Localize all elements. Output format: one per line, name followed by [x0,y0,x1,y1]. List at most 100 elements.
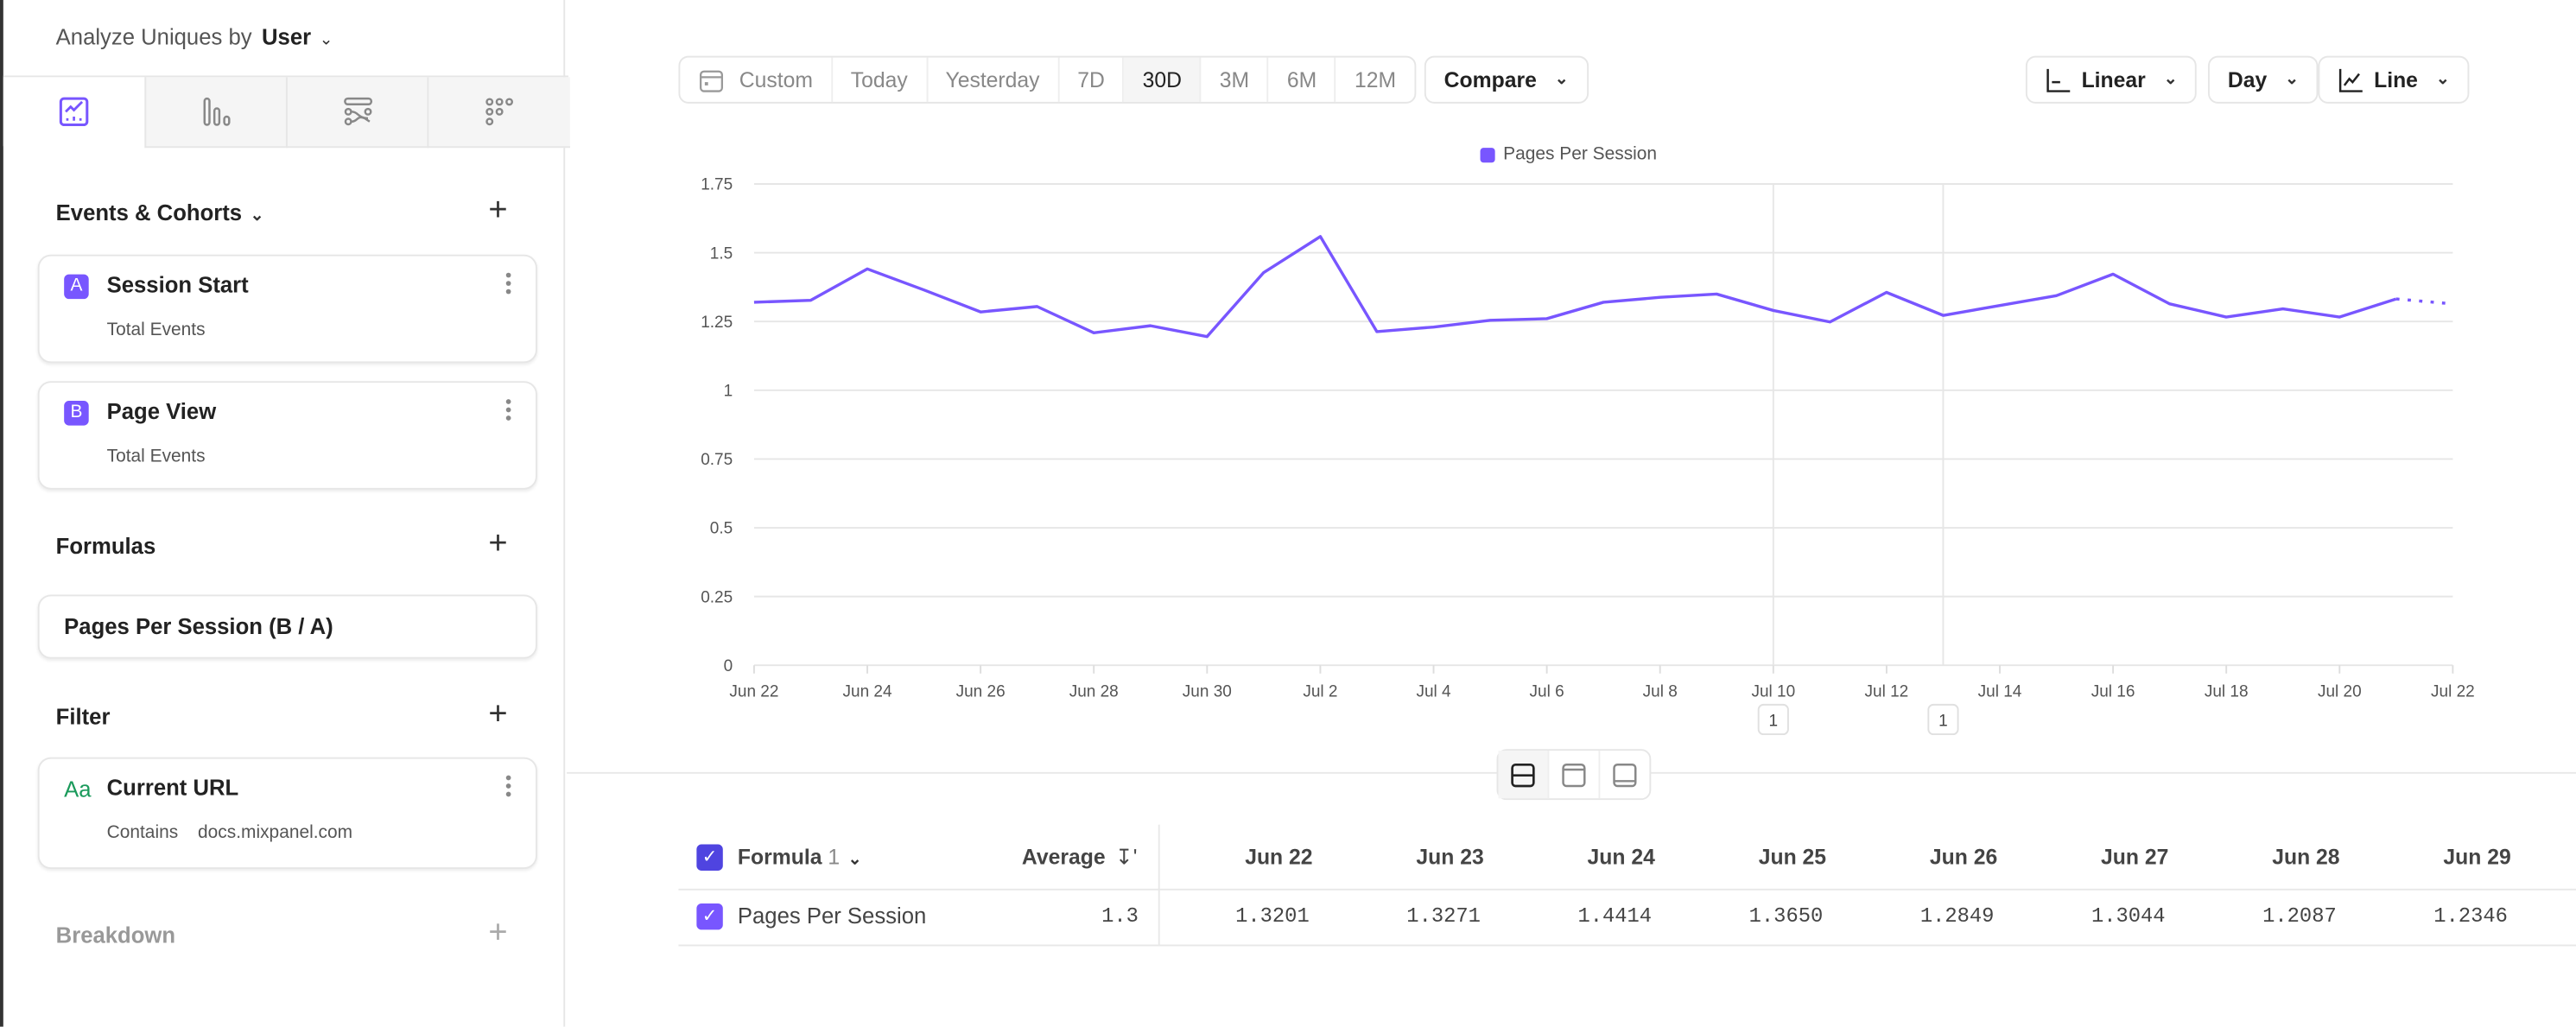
events-cohorts-heading[interactable]: Events & Cohorts ⌄ [56,200,264,225]
date-column-header[interactable]: Jun 29 [2443,844,2511,870]
formula-text[interactable]: Pages Per Session (B / A) [64,614,333,639]
formula-header-label: Formula [737,844,822,870]
date-column-header[interactable]: Jun 25 [1758,844,1827,870]
chevron-down-icon: ⌄ [847,851,862,870]
x-tick-label: Jul 6 [1530,682,1564,701]
y-tick-label: 1 [724,382,733,400]
custom-range-button[interactable]: Custom [680,57,833,102]
event-name[interactable]: Session Start [106,272,249,298]
y-tick-label: 1.75 [701,176,733,194]
tab-flows[interactable] [285,77,429,149]
date-column-header[interactable]: Jun 27 [2101,844,2169,870]
add-breakdown-button[interactable]: + [488,915,508,952]
range-yesterday[interactable]: Yesterday [928,57,1060,102]
add-event-button[interactable]: + [488,192,508,229]
table-only-view-button[interactable] [1600,751,1649,798]
y-tick-label: 1.25 [701,314,733,332]
breakdown-title: Breakdown [55,922,176,948]
x-tick-label: Jul 12 [1865,682,1909,701]
event-measure[interactable]: Total Events [106,320,206,340]
range-3m[interactable]: 3M [1202,57,1269,102]
scale-dropdown[interactable]: Linear ⌄ [2025,55,2198,104]
series-incomplete-segment [2395,297,2453,306]
interval-label: Day [2227,67,2268,92]
event-measure[interactable]: Total Events [106,447,206,467]
compare-label: Compare [1443,67,1537,92]
annotation-label: 1 [1938,713,1948,731]
add-formula-button[interactable]: + [488,525,508,562]
event-card-b[interactable]: B Page View Total Events [37,381,537,490]
range-12m[interactable]: 12M [1354,67,1397,92]
compare-dropdown[interactable]: Compare ⌄ [1424,55,1589,104]
table-cell: 1.3650 [1748,904,1824,929]
range-6m[interactable]: 6M [1269,57,1337,102]
chevron-down-icon: ⌄ [2435,70,2450,89]
legend-swatch [1480,147,1495,162]
event-name[interactable]: Page View [106,399,217,424]
tab-retention[interactable] [427,77,570,149]
filter-condition: Contains docs.mixpanel.com [107,823,352,843]
analyze-uniques-by[interactable]: Analyze Uniques by User ⌄ [56,25,333,50]
formula-column-header[interactable]: Formula 1 ⌄ [738,845,862,870]
date-column-header[interactable]: Jun 23 [1416,844,1484,870]
row-checkbox[interactable]: ✓ [696,903,723,930]
chart-type-dropdown[interactable]: Line ⌄ [2318,55,2470,104]
filter-operator[interactable]: Contains [106,822,179,843]
table-frozen-divider [1158,824,1160,945]
date-column-header[interactable]: Jun 22 [1245,844,1313,870]
retention-grid-icon [485,98,514,126]
more-options-icon[interactable] [505,772,513,800]
linear-scale-icon [2046,67,2071,92]
formulas-title: Formulas [55,534,156,559]
analyze-label: Analyze Uniques by [55,24,252,50]
events-cohorts-title: Events & Cohorts [55,200,243,225]
range-today[interactable]: Today [833,57,928,102]
series-line-pages-per-session [753,235,2397,339]
tab-insights[interactable] [3,77,145,147]
y-tick-label: 0.25 [701,588,733,606]
formula-count: 1 [828,844,841,870]
analyze-value[interactable]: User [262,24,312,50]
tab-funnels[interactable] [144,77,288,149]
range-30d[interactable]: 30D [1124,57,1202,102]
table-view-icon [1613,763,1637,787]
x-tick-label: Jul 10 [1751,682,1795,701]
filter-property[interactable]: Current URL [106,775,239,801]
table-cell: 1.3271 [1406,904,1481,929]
sort-descending-icon[interactable]: ↧ʹ [1114,844,1138,870]
x-tick-label: Jul 18 [2205,682,2249,701]
x-tick-label: Jul 2 [1303,682,1337,701]
y-tick-label: 0.75 [701,451,733,469]
date-column-header[interactable]: Jun 24 [1587,844,1655,870]
event-card-a[interactable]: A Session Start Total Events [37,254,537,364]
filter-card[interactable]: Aa Current URL Contains docs.mixpanel.com [37,757,537,870]
row-name[interactable]: Pages Per Session [737,903,927,929]
split-view-button[interactable] [1498,751,1550,799]
add-filter-button[interactable]: + [488,696,508,733]
interval-dropdown[interactable]: Day ⌄ [2208,55,2319,104]
date-column-header[interactable]: Jun 26 [1929,844,1998,870]
y-tick-label: 1.5 [710,244,733,263]
event-badge: A [64,274,89,300]
split-view-icon [1511,763,1535,787]
average-column-header[interactable]: Average ↧ʹ [1022,845,1138,871]
table-cell: 1.3201 [1235,904,1310,929]
chevron-down-icon: ⌄ [250,206,264,225]
formula-card[interactable]: Pages Per Session (B / A) [37,594,537,659]
annotation-label: 1 [1769,713,1779,731]
line-chart: 0 0.25 0.5 0.75 1 1.25 1.5 1.75 Jun 22 Jun 24 Jun … [701,176,2475,736]
range-7d[interactable]: 7D [1059,57,1125,102]
select-all-checkbox[interactable]: ✓ [696,844,723,871]
chart-only-view-button[interactable] [1549,751,1601,799]
chart-legend-item[interactable]: Pages Per Session [1480,144,1657,164]
more-options-icon[interactable] [505,269,513,297]
x-tick-label: Jul 16 [2091,682,2135,701]
x-tick-label: Jun 30 [1183,682,1232,701]
x-tick-label: Jul 20 [2318,682,2362,701]
more-options-icon[interactable] [505,396,513,423]
calendar-icon [699,69,723,92]
date-column-header[interactable]: Jun 28 [2272,844,2340,870]
x-tick-label: Jun 24 [843,682,892,701]
annotation-marker [1927,703,1959,736]
filter-value[interactable]: docs.mixpanel.com [198,822,353,843]
